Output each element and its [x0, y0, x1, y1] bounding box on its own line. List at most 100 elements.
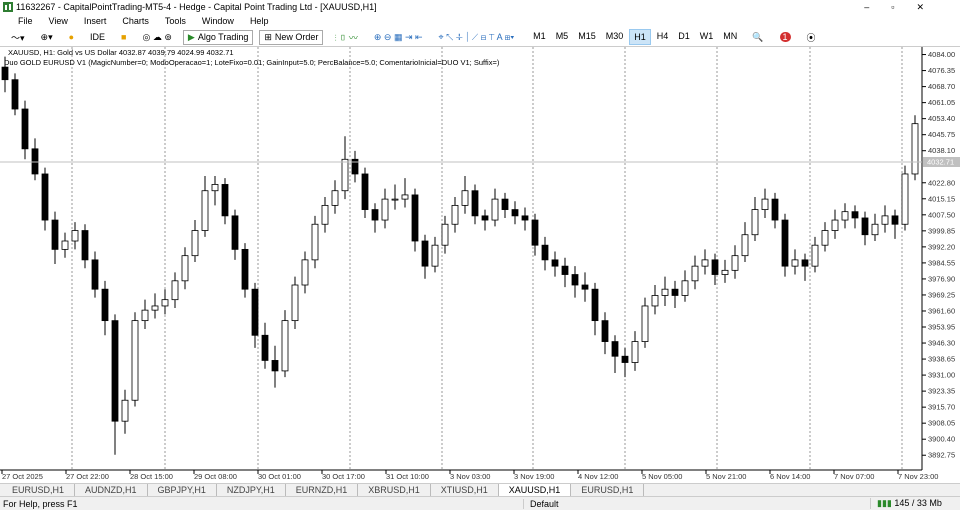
candle-body — [111, 320, 119, 422]
candle-body — [841, 211, 849, 221]
candle-body — [431, 244, 439, 267]
timeframe-button[interactable]: M1 — [533, 31, 546, 41]
candle-body — [401, 194, 409, 200]
plus-menu[interactable]: ⊕▾ — [40, 31, 53, 42]
menu-item[interactable]: Insert — [83, 16, 107, 26]
menu-item[interactable]: Help — [249, 16, 269, 26]
search[interactable]: 🔍 — [752, 31, 764, 42]
menu-item[interactable]: Tools — [164, 16, 186, 26]
timeframe-button[interactable]: H4 — [656, 31, 669, 41]
candle-body — [901, 173, 909, 225]
coin[interactable]: ● — [68, 32, 75, 42]
new-order-label: New Order — [274, 32, 319, 42]
chart-info: XAUUSD, H1: Gold vs US Dollar 4032.87 40… — [8, 48, 234, 57]
symbol-tab[interactable]: EURUSD,H1 — [2, 483, 76, 497]
timeframes: M1 M5 M15 M30 H1 H4 D1 W1 MN — [529, 29, 741, 45]
symbol-tab[interactable]: XAUUSD,H1 — [498, 483, 572, 497]
y-tick-label: 4076.35 — [928, 66, 955, 75]
algo-trading-button[interactable]: ▶ Algo Trading — [182, 29, 254, 45]
candle-body — [671, 288, 679, 296]
candle-body — [201, 190, 209, 231]
x-tick-label: 30 Oct 17:00 — [322, 472, 365, 481]
y-tick-label: 3946.30 — [928, 339, 955, 348]
app-icon — [3, 2, 13, 12]
symbol-tab[interactable]: XTIUSD,H1 — [431, 483, 499, 497]
market[interactable]: ■ — [121, 32, 127, 42]
candle-body — [441, 223, 449, 246]
symbol-tab[interactable]: EURUSD,H1 — [571, 483, 645, 497]
x-tick-label: 29 Oct 08:00 — [194, 472, 237, 481]
symbol-tab[interactable]: AUDNZD,H1 — [75, 483, 148, 497]
object-tools[interactable]: ⌖ ↖ ✛ ⏐ ⟋ ⊟ ⊤ A ⊞▾ — [438, 31, 515, 42]
candle-body — [851, 211, 859, 219]
candle-body — [801, 259, 809, 267]
candle-body — [581, 284, 589, 290]
y-tick-label: 4053.40 — [928, 114, 955, 123]
y-tick-label: 4061.05 — [928, 98, 955, 107]
menu-item[interactable]: File — [18, 16, 33, 26]
candle-body — [161, 299, 169, 307]
tabs: EURUSD,H1 AUDNZD,H1 GBPJPY,H1 NZDJPY,H1 EURN… — [0, 483, 960, 497]
candle-body — [211, 184, 219, 192]
current-price-box — [923, 156, 960, 167]
timeframe-button[interactable]: D1 — [678, 31, 690, 41]
candle-body — [531, 219, 539, 246]
menu-item[interactable]: Charts — [122, 16, 149, 26]
help-text: For Help, press F1 — [3, 498, 78, 509]
candle-body — [651, 295, 659, 307]
candle-body — [611, 341, 619, 357]
timeframe-button[interactable]: MN — [723, 31, 738, 41]
y-tick-label: 4038.10 — [928, 146, 955, 155]
account[interactable]: ⦿ — [806, 32, 816, 43]
symbol-tab[interactable]: NZDJPY,H1 — [217, 483, 286, 497]
x-tick-label: 5 Nov 05:00 — [642, 472, 682, 481]
menu-item[interactable]: Window — [201, 16, 234, 26]
chart-type-tools[interactable]: ⫶ ▯ 〰 — [334, 32, 358, 43]
x-tick-label: 31 Oct 10:00 — [386, 472, 429, 481]
x-tick-label: 5 Nov 21:00 — [706, 472, 746, 481]
candle-body — [771, 198, 779, 221]
x-tick-label: 27 Oct 22:00 — [66, 472, 109, 481]
candle-body — [641, 305, 649, 342]
toolbar: 〜▾ ⊕▾ ● IDE ■ ◎ ☁ ⊚ ▶ Algo Trading ⊞ New O… — [0, 28, 960, 47]
candle-body — [701, 259, 709, 267]
candle-body — [691, 265, 699, 282]
candle-body — [311, 223, 319, 261]
new-order-button[interactable]: ⊞ New Order — [259, 29, 324, 45]
x-tick-label: 4 Nov 12:00 — [578, 472, 618, 481]
candle-body — [261, 334, 269, 361]
plot-area — [0, 47, 922, 470]
window-controls[interactable]: –▫✕ — [864, 1, 946, 12]
candle-body — [141, 309, 149, 322]
candle-body — [891, 215, 899, 225]
candle-body — [511, 209, 519, 217]
timeframe-button[interactable]: M5 — [555, 31, 569, 41]
candle-body — [361, 173, 369, 210]
symbol-tab[interactable]: GBPJPY,H1 — [148, 483, 217, 497]
candle-body — [251, 288, 259, 336]
candle-body — [71, 230, 79, 242]
symbol-tab[interactable]: EURNZD,H1 — [286, 483, 359, 497]
candle-body — [41, 173, 49, 221]
timeframe-button[interactable]: W1 — [699, 31, 714, 41]
ide-button[interactable]: IDE — [90, 32, 106, 42]
menu-bar: File View Insert Charts Tools Window Help — [0, 14, 960, 28]
symbol-tab[interactable]: XBRUSD,H1 — [358, 483, 431, 497]
candle-body — [481, 215, 489, 221]
timeframe-button[interactable]: M15 — [578, 31, 596, 41]
candle-body — [121, 399, 129, 422]
timeframe-button[interactable]: M30 — [605, 31, 624, 41]
y-tick-label: 4045.75 — [928, 130, 955, 139]
timeframe-button[interactable]: H1 — [629, 29, 651, 45]
signals[interactable]: ◎ ☁ ⊚ — [142, 31, 172, 42]
candle-body — [491, 198, 499, 221]
candle-body — [811, 244, 819, 267]
candle-body — [601, 320, 609, 342]
chart-menu[interactable]: 〜▾ — [11, 32, 25, 43]
zoom-tools[interactable]: ⊕ ⊖ ▦ ⇥ ⇤ — [373, 31, 423, 42]
x-tick-label: 7 Nov 23:00 — [898, 472, 938, 481]
y-tick-label: 3915.70 — [928, 403, 955, 412]
menu-item[interactable]: View — [48, 16, 68, 26]
notifications[interactable]: 1 — [775, 30, 796, 44]
